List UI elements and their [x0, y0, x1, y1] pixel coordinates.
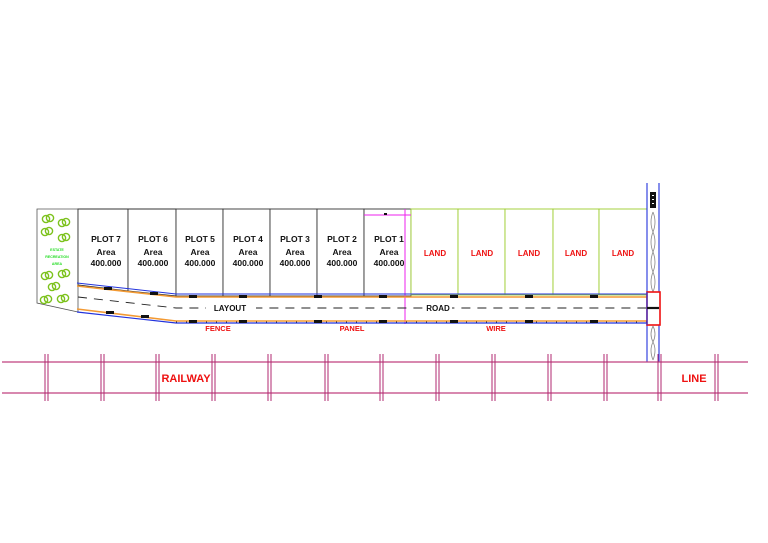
fence-note: FENCE	[205, 324, 230, 333]
land-parcel-4[interactable]	[552, 208, 600, 296]
plot-4-label: PLOT 4 Area 400.000	[233, 234, 264, 268]
land-label: LAND	[612, 249, 634, 258]
road-centerline	[77, 296, 647, 309]
land-parcels-group	[410, 208, 648, 296]
tree-icon	[57, 232, 71, 243]
land-label: LAND	[518, 249, 540, 258]
plot-6-label: PLOT 6 Area 400.000	[138, 234, 169, 268]
road-boundary-bottom	[76, 311, 647, 324]
tree-icon	[41, 213, 55, 224]
plot-area-label: Area	[97, 247, 116, 257]
plot-area-label: Area	[380, 247, 399, 257]
road-label-bg	[206, 303, 256, 313]
land-parcel-3[interactable]	[504, 208, 554, 296]
plot-area-value: 400.000	[185, 258, 216, 268]
plot-area-label: Area	[191, 247, 210, 257]
railway: RAILWAY LINE	[2, 354, 748, 401]
recreation-label-line: RECREATION	[45, 255, 69, 259]
land-labels: LAND LAND LAND LAND LAND	[424, 249, 634, 258]
plot-name: PLOT 5	[185, 234, 215, 244]
vertical-boundary-strip	[646, 183, 661, 362]
plot-area-value: 400.000	[327, 258, 358, 268]
plot-5-boundary[interactable]	[175, 208, 224, 297]
plot-4-boundary[interactable]	[222, 208, 271, 297]
tree-icon	[56, 293, 70, 304]
plot-area-label: Area	[286, 247, 305, 257]
tree-icon	[47, 281, 61, 292]
recreation-label-line: ESTATE	[50, 248, 64, 252]
fence-notes: FENCE PANEL WIRE	[205, 324, 506, 333]
tree-icon	[40, 270, 54, 281]
plot-name: PLOT 7	[91, 234, 121, 244]
railway-label: RAILWAY	[161, 373, 211, 385]
plot-name: PLOT 1	[374, 234, 404, 244]
plot-area-value: 400.000	[91, 258, 122, 268]
land-parcel-2[interactable]	[457, 208, 506, 296]
plot-name: PLOT 2	[327, 234, 357, 244]
road-edge-bottom	[76, 308, 647, 322]
plot-5-label: PLOT 5 Area 400.000	[185, 234, 216, 268]
plot-7-label: PLOT 7 Area 400.000	[91, 234, 122, 268]
plot-area-value: 400.000	[374, 258, 405, 268]
plot-1-label: PLOT 1 Area 400.000	[374, 234, 405, 268]
land-label: LAND	[424, 249, 446, 258]
plot-1-boundary[interactable]	[363, 208, 412, 297]
plot-name: PLOT 4	[233, 234, 263, 244]
railway-line-label: LINE	[681, 373, 706, 385]
tree-icon	[57, 268, 71, 279]
road-label-bg	[424, 303, 452, 313]
tree-icon	[40, 226, 54, 237]
plot-3-label: PLOT 3 Area 400.000	[280, 234, 311, 268]
plot-area-value: 400.000	[233, 258, 264, 268]
plot-area-label: Area	[144, 247, 163, 257]
fence-note: WIRE	[486, 324, 506, 333]
land-label: LAND	[471, 249, 493, 258]
railway-sleepers	[44, 354, 719, 401]
survey-mark	[384, 213, 387, 215]
magenta-boundary-marker	[364, 209, 411, 324]
plot-area-label: Area	[333, 247, 352, 257]
road-label-layout: LAYOUT	[214, 304, 246, 313]
plots-group	[77, 208, 412, 297]
recreation-label-line: AREA	[52, 262, 63, 266]
plot-area-value: 400.000	[280, 258, 311, 268]
recreation-area: ESTATE RECREATION AREA	[36, 208, 79, 313]
wire-fence-pattern	[650, 211, 656, 293]
plot-area-label: Area	[239, 247, 258, 257]
land-label: LAND	[565, 249, 587, 258]
access-road: LAYOUT ROAD	[76, 282, 647, 324]
plot-name: PLOT 6	[138, 234, 168, 244]
road-markers	[104, 287, 598, 323]
plot-labels: PLOT 7 Area 400.000 PLOT 6 Area 400.000 …	[91, 234, 405, 268]
land-parcel-5[interactable]	[598, 208, 648, 296]
plot-2-label: PLOT 2 Area 400.000	[327, 234, 358, 268]
tree-icon	[57, 217, 71, 228]
road-boundary-top	[76, 282, 647, 295]
strip-tag-marks	[652, 195, 654, 204]
fence-note: PANEL	[340, 324, 365, 333]
tree-icon	[39, 294, 53, 305]
plot-2-boundary[interactable]	[316, 208, 365, 297]
road-label-road: ROAD	[426, 304, 450, 313]
plot-area-value: 400.000	[138, 258, 169, 268]
tree-icon-group	[39, 213, 71, 305]
plot-name: PLOT 3	[280, 234, 310, 244]
wire-fence-pattern	[650, 325, 656, 361]
plot-3-boundary[interactable]	[269, 208, 318, 297]
